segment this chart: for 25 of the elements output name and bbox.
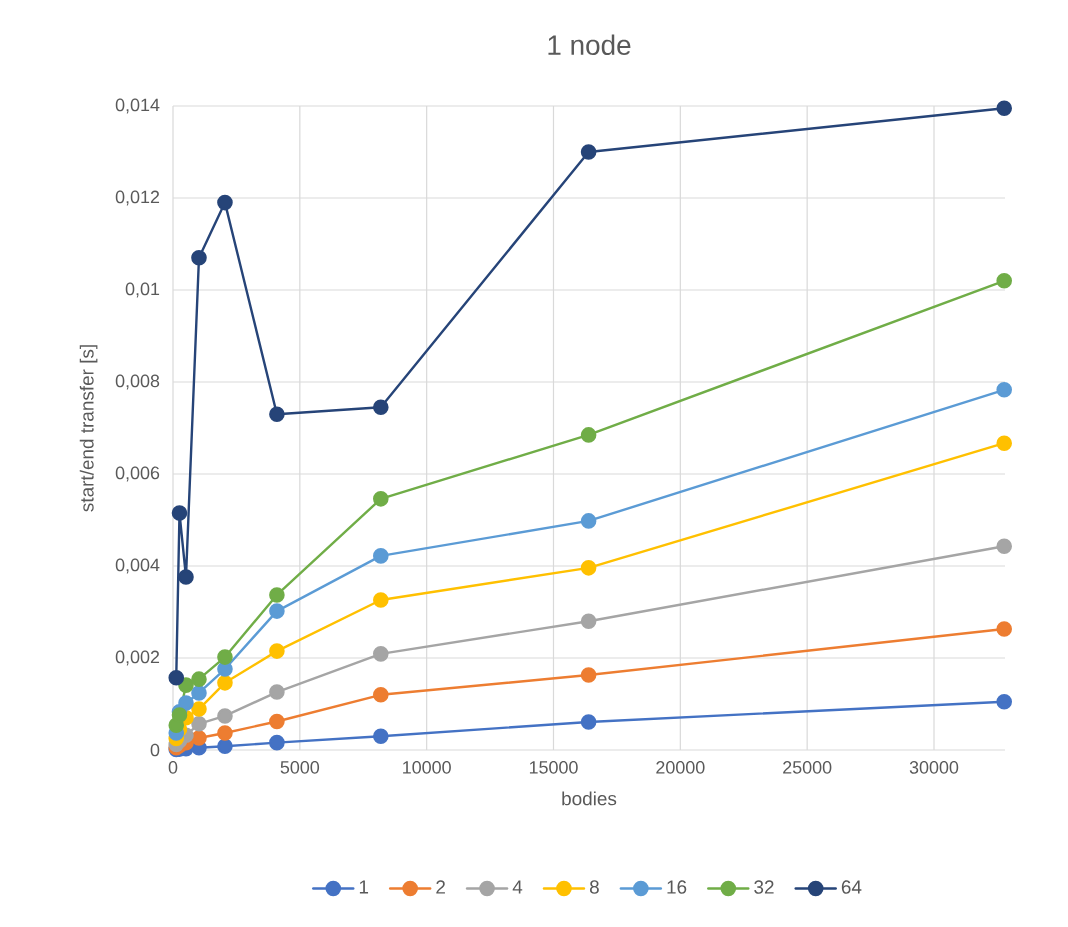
y-tick-label: 0,004 <box>115 558 160 574</box>
x-tick-label: 20000 <box>656 761 705 774</box>
y-axis-title: start/end transfer [s] <box>79 345 98 512</box>
legend-label: 32 <box>754 880 774 894</box>
legend-label: 8 <box>589 880 599 894</box>
legend-label: 16 <box>667 880 687 894</box>
legend-label: 2 <box>436 880 445 894</box>
y-tick-label: 0,006 <box>115 466 160 482</box>
legend-label: 4 <box>512 880 523 894</box>
x-tick-label: 15000 <box>529 761 578 774</box>
x-tick-label: 25000 <box>783 761 832 774</box>
x-tick-label: 5000 <box>280 761 320 774</box>
chart-title: 1 node <box>548 34 631 56</box>
x-tick-label: 30000 <box>909 761 959 774</box>
y-tick-label: 0,012 <box>115 190 160 206</box>
x-tick-label: 10000 <box>403 761 451 774</box>
y-tick-label: 0,008 <box>115 374 160 390</box>
y-tick-label: 0,002 <box>115 650 160 666</box>
y-tick-label: 0,014 <box>115 98 160 114</box>
legend-label: 64 <box>841 880 862 894</box>
x-tick-label: 0 <box>168 761 178 774</box>
y-tick-label: 0,01 <box>125 282 160 298</box>
legend-label: 1 <box>359 880 369 894</box>
x-axis-title: bodies <box>562 791 617 806</box>
y-tick-label: 0 <box>150 743 160 757</box>
